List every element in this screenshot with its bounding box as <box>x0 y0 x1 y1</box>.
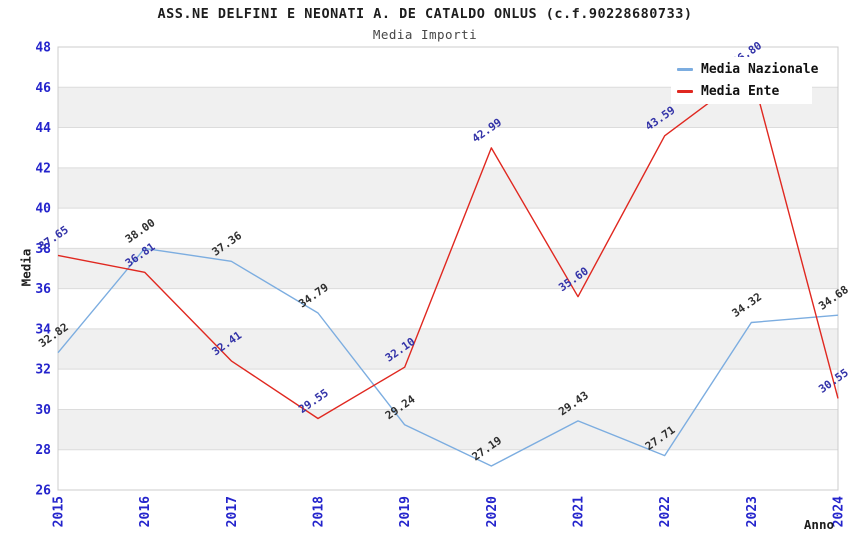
legend-label: Media Nazionale <box>701 62 819 77</box>
y-tick-label: 44 <box>35 121 51 136</box>
plot-band <box>58 248 838 289</box>
plot-band <box>58 409 838 450</box>
x-axis-title: Anno <box>803 517 834 532</box>
x-tick-label: 2022 <box>658 496 673 527</box>
y-tick-label: 36 <box>35 282 51 297</box>
chart-subtitle: Media Importi <box>372 27 478 42</box>
x-tick-label: 2018 <box>312 496 327 527</box>
y-tick-label: 38 <box>35 242 51 257</box>
legend-swatch-media-ente <box>677 90 693 93</box>
y-tick-label: 32 <box>35 363 51 378</box>
y-tick-label: 34 <box>35 322 51 337</box>
chart-title: ASS.NE DELFINI E NEONATI A. DE CATALDO O… <box>157 6 693 22</box>
y-tick-label: 46 <box>35 81 51 96</box>
y-tick-label: 40 <box>35 202 51 217</box>
legend: Media Nazionale Media Ente <box>671 57 818 104</box>
plot-band <box>58 167 838 209</box>
legend-label: Media Ente <box>701 84 780 99</box>
x-tick-label: 2021 <box>572 496 587 527</box>
y-tick-label: 28 <box>35 443 51 458</box>
y-tick-label: 48 <box>35 41 51 56</box>
x-tick-label: 2023 <box>745 496 760 527</box>
x-tick-label: 2020 <box>485 496 500 527</box>
x-tick-label: 2016 <box>138 496 153 527</box>
y-tick-label: 26 <box>35 484 51 499</box>
series-line-media-nazionale <box>57 247 839 467</box>
x-tick-label: 2024 <box>832 496 847 527</box>
y-axis-title: Media <box>18 248 34 287</box>
legend-item-media-nazionale: Media Nazionale <box>677 62 818 77</box>
x-tick-label: 2019 <box>398 496 413 527</box>
y-tick-label: 30 <box>35 403 51 418</box>
x-tick-label: 2015 <box>52 496 67 527</box>
y-tick-label: 42 <box>35 161 51 176</box>
legend-item-media-ente: Media Ente <box>677 84 812 99</box>
x-tick-label: 2017 <box>225 496 240 527</box>
plot-border <box>57 46 839 491</box>
legend-swatch-media-nazionale <box>677 68 693 71</box>
plot-band <box>58 328 838 370</box>
